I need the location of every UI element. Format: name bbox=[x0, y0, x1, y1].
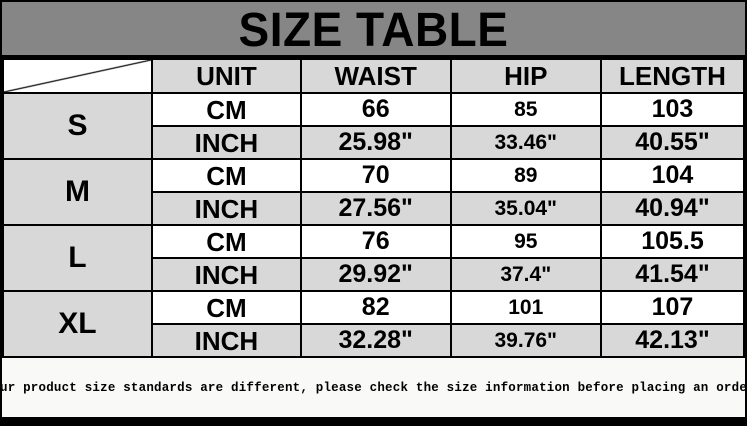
size-label-xl: XL bbox=[2, 290, 153, 358]
value-cell-length-cm: 103 bbox=[599, 92, 746, 127]
unit-cell: CM bbox=[150, 92, 302, 127]
value-cell-waist-inch: 32.28" bbox=[299, 323, 452, 358]
value-cell-length-cm: 107 bbox=[599, 290, 746, 325]
column-header-length: LENGTH bbox=[599, 58, 746, 94]
unit-cell: CM bbox=[150, 290, 302, 325]
value-cell-waist-cm: 70 bbox=[299, 158, 452, 193]
column-header-unit: UNIT bbox=[150, 58, 302, 94]
unit-cell: CM bbox=[150, 224, 302, 259]
size-label-m: M bbox=[2, 158, 153, 226]
corner-cell-diagonal bbox=[2, 58, 153, 94]
value-cell-hip-inch: 35.04" bbox=[449, 191, 602, 226]
value-cell-waist-cm: 66 bbox=[299, 92, 452, 127]
value-cell-waist-inch: 29.92" bbox=[299, 257, 452, 292]
table-row-xl-cm: XL CM 82 101 107 bbox=[2, 290, 746, 358]
value-cell-length-inch: 40.94" bbox=[599, 191, 746, 226]
unit-cell: INCH bbox=[150, 323, 302, 358]
value-cell-length-cm: 104 bbox=[599, 158, 746, 193]
page-title: SIZE TABLE bbox=[238, 1, 509, 56]
unit-cell: CM bbox=[150, 158, 302, 193]
value-cell-hip-cm: 101 bbox=[449, 290, 602, 325]
value-cell-waist-inch: 25.98" bbox=[299, 125, 452, 160]
value-cell-length-inch: 42.13" bbox=[599, 323, 746, 358]
header-row: UNIT WAIST HIP LENGTH bbox=[2, 58, 746, 94]
unit-cell: INCH bbox=[150, 125, 302, 160]
table-row-m-inch: INCH 27.56" 35.04" 40.94" bbox=[3, 191, 746, 226]
value-cell-waist-cm: 76 bbox=[299, 224, 452, 259]
title-bar: SIZE TABLE bbox=[2, 2, 745, 58]
bottom-black-bar bbox=[2, 417, 745, 424]
value-cell-hip-inch: 37.4" bbox=[449, 257, 602, 292]
value-cell-hip-inch: 39.76" bbox=[449, 323, 602, 358]
table-row-m-cm: M CM 70 89 104 bbox=[2, 158, 746, 226]
value-cell-hip-cm: 95 bbox=[449, 224, 602, 259]
value-cell-hip-cm: 85 bbox=[449, 92, 602, 127]
table-row-xl-inch: INCH 32.28" 39.76" 42.13" bbox=[3, 323, 746, 358]
table-row-l-cm: L CM 76 95 105.5 bbox=[2, 224, 746, 292]
value-cell-hip-cm: 89 bbox=[449, 158, 602, 193]
table-row-s-cm: S CM 66 85 103 bbox=[2, 92, 746, 160]
value-cell-length-inch: 41.54" bbox=[599, 257, 746, 292]
value-cell-hip-inch: 33.46" bbox=[449, 125, 602, 160]
footer-note: Our product size standards are different… bbox=[0, 358, 747, 417]
size-table: UNIT WAIST HIP LENGTH S CM 66 85 103 INC… bbox=[2, 58, 746, 358]
size-label-s: S bbox=[2, 92, 153, 160]
value-cell-waist-inch: 27.56" bbox=[299, 191, 452, 226]
table-row-s-inch: INCH 25.98" 33.46" 40.55" bbox=[3, 125, 746, 160]
value-cell-waist-cm: 82 bbox=[299, 290, 452, 325]
value-cell-length-inch: 40.55" bbox=[599, 125, 746, 160]
size-label-l: L bbox=[2, 224, 153, 292]
table-row-l-inch: INCH 29.92" 37.4" 41.54" bbox=[3, 257, 746, 292]
column-header-waist: WAIST bbox=[299, 58, 452, 94]
unit-cell: INCH bbox=[150, 191, 302, 226]
value-cell-length-cm: 105.5 bbox=[599, 224, 746, 259]
unit-cell: INCH bbox=[150, 257, 302, 292]
column-header-hip: HIP bbox=[449, 58, 602, 94]
